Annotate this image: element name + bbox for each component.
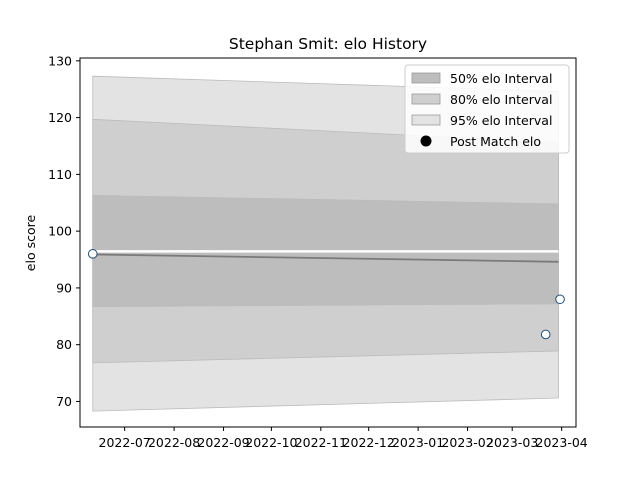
- x-tick-label: 2022-11: [295, 435, 347, 450]
- x-tick-label: 2023-03: [486, 435, 538, 450]
- y-tick-label: 80: [56, 337, 72, 352]
- y-axis-label: elo score: [23, 215, 38, 272]
- legend-swatch: [411, 93, 441, 105]
- x-tick-label: 2023-04: [536, 435, 588, 450]
- post-match-point: [555, 294, 565, 305]
- post-match-points: [87, 249, 565, 340]
- x-tick-label: 2022-08: [148, 435, 200, 450]
- y-tick-label: 100: [48, 224, 72, 239]
- plot-frame: [79, 57, 577, 428]
- legend-label: 50% elo Interval: [450, 71, 552, 86]
- mean-line: [92, 253, 559, 263]
- x-tick-label: 2022-12: [343, 435, 395, 450]
- x-tick-label: 2022-09: [197, 435, 249, 450]
- y-tick-label: 130: [48, 53, 72, 68]
- y-tick-label: 110: [48, 167, 72, 182]
- legend-box: [404, 64, 570, 154]
- x-axis-ticks: 2022-072022-082022-092022-102022-112022-…: [99, 427, 588, 450]
- post-match-point: [540, 329, 551, 340]
- x-tick-label: 2023-02: [441, 435, 493, 450]
- legend-swatch: [411, 114, 441, 126]
- legend: 50% elo Interval 80% elo Interval 95% elo …: [404, 64, 570, 154]
- x-tick-label: 2022-07: [99, 435, 151, 450]
- post-match-point: [87, 249, 98, 259]
- legend-label: 95% elo Interval: [450, 113, 552, 128]
- chart-title: Stephan Smit: elo History: [229, 35, 427, 53]
- x-tick-label: 2022-10: [245, 435, 297, 450]
- legend-label: 80% elo Interval: [450, 92, 552, 107]
- y-axis-ticks: 70 80 90 100 110 120 130: [48, 53, 80, 409]
- legend-label: Post Match elo: [450, 134, 541, 149]
- y-tick-label: 90: [56, 280, 72, 295]
- mean-elo-line: [92, 253, 559, 263]
- y-tick-label: 70: [56, 394, 72, 409]
- y-tick-label: 120: [48, 110, 72, 125]
- legend-swatch: [411, 72, 441, 84]
- legend-marker: [420, 135, 432, 147]
- x-tick-label: 2023-01: [392, 435, 444, 450]
